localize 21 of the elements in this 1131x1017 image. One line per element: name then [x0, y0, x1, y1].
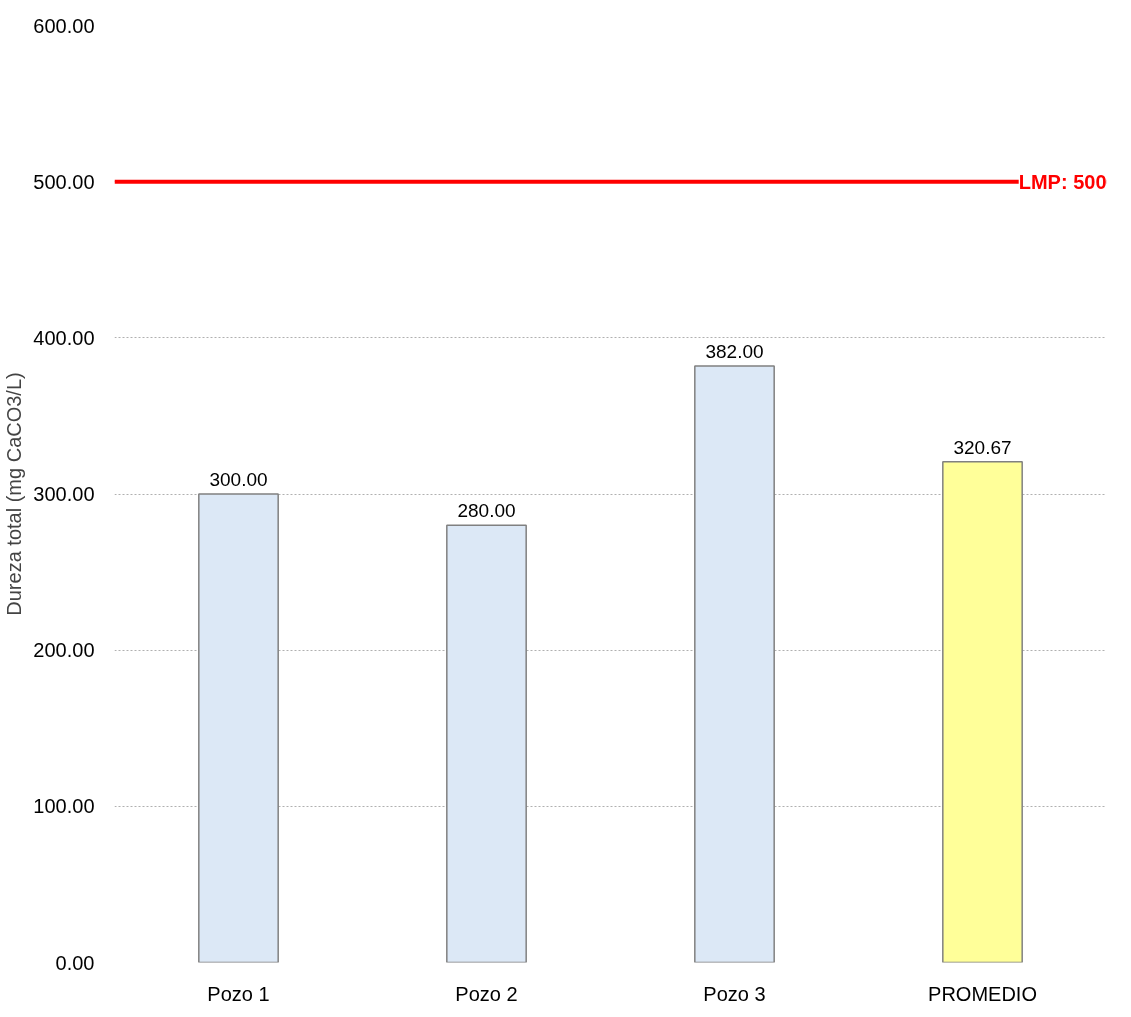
y-tick-label: 400.00 [33, 326, 95, 349]
y-tick-label: 600.00 [33, 14, 95, 37]
bar [942, 460, 1023, 963]
bar [694, 365, 775, 963]
x-tick-label: Pozo 3 [703, 982, 766, 1005]
ref-line-label: LMP: 500 [1018, 170, 1107, 193]
y-tick-label: 200.00 [33, 639, 95, 662]
x-tick-label: Pozo 1 [207, 982, 270, 1005]
y-tick-label: 300.00 [33, 483, 95, 505]
bar [198, 493, 279, 963]
y-tick-label: 500.00 [33, 170, 95, 193]
data-label: 280.00 [457, 500, 516, 522]
data-label: 300.00 [209, 469, 268, 490]
data-label: 382.00 [705, 340, 764, 362]
y-axis-title: Dureza total (mg CaCO3/L) [3, 372, 26, 616]
data-label: 320.67 [953, 436, 1012, 458]
x-tick-label: Pozo 2 [455, 982, 518, 1005]
y-tick-label: 0.00 [55, 951, 95, 974]
bar [446, 524, 527, 963]
x-tick-label: PROMEDIO [928, 982, 1037, 1005]
y-tick-label: 100.00 [33, 795, 95, 818]
